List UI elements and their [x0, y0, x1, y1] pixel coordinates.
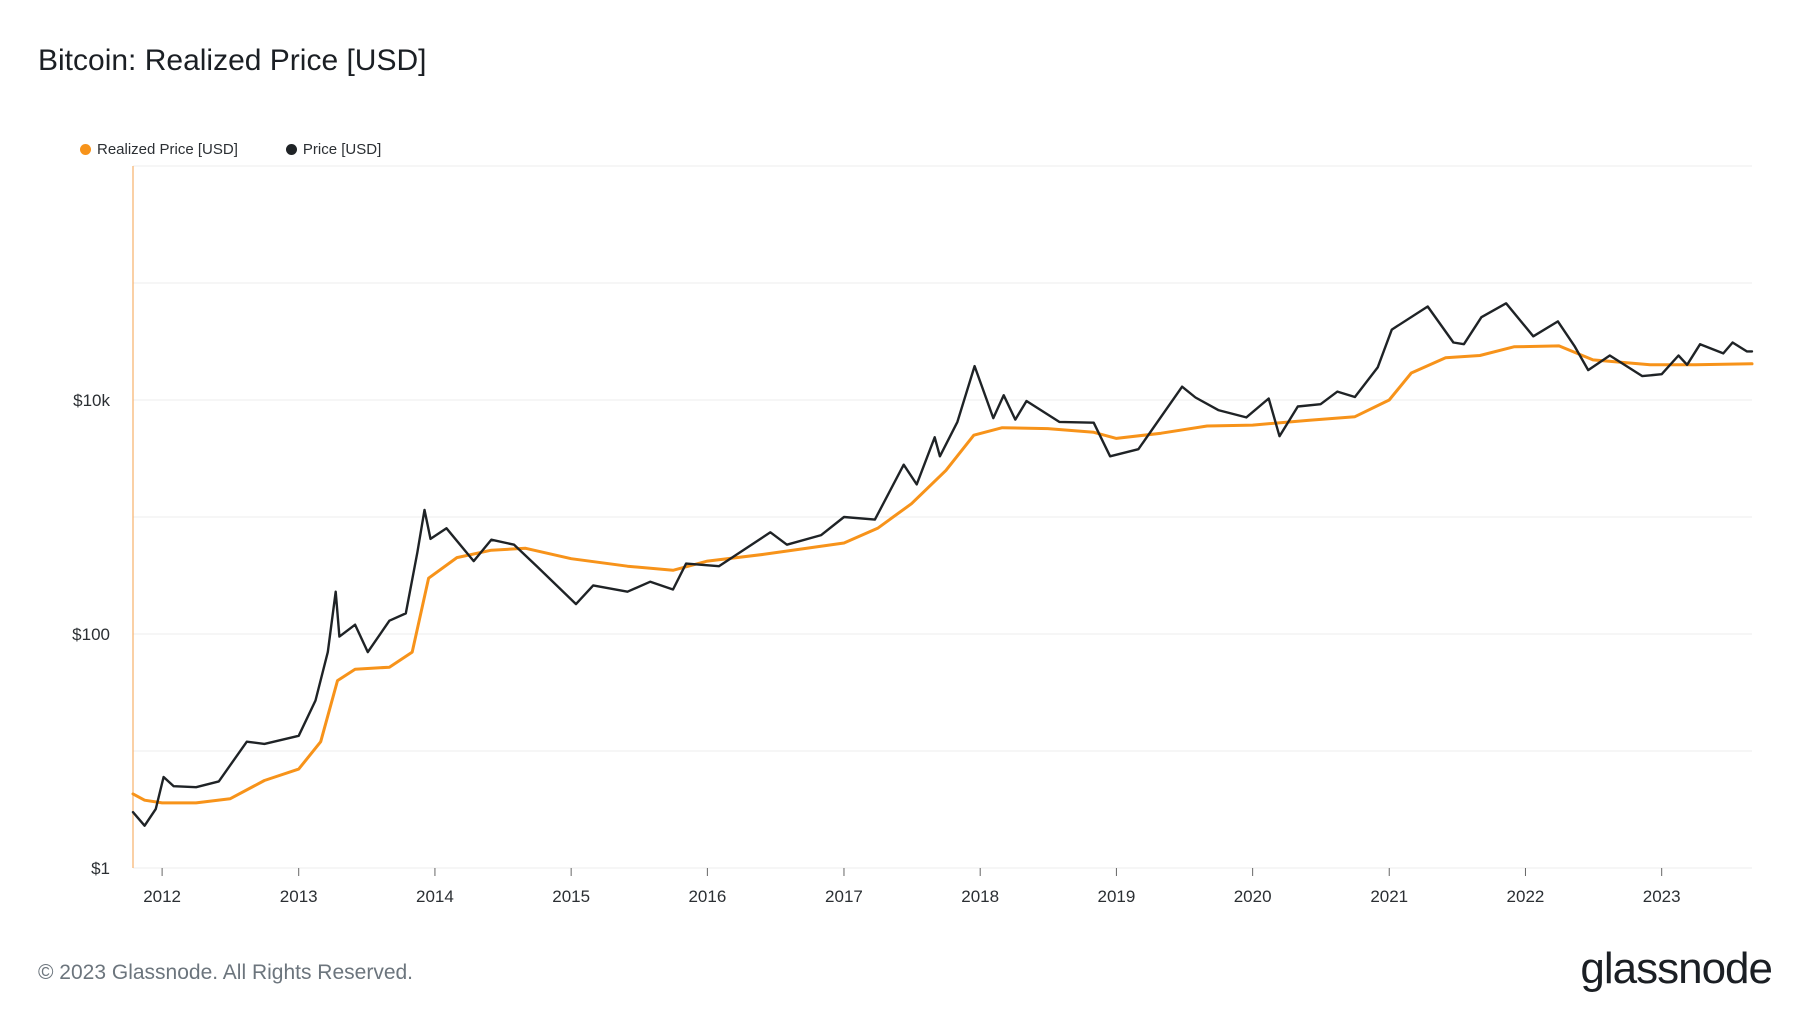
- glassnode-logo: glassnode: [1580, 944, 1773, 993]
- y-tick-label: $1: [91, 859, 110, 878]
- x-tick-label: 2017: [825, 887, 863, 906]
- x-tick-label: 2013: [280, 887, 318, 906]
- x-tick-label: 2012: [143, 887, 181, 906]
- legend-dot-price-icon: [285, 144, 297, 155]
- x-tick-label: 2019: [1098, 887, 1136, 906]
- y-tick-label: $10k: [73, 391, 110, 410]
- copyright-text: © 2023 Glassnode. All Rights Reserved.: [38, 961, 414, 984]
- x-tick-label: 2022: [1507, 887, 1545, 906]
- page-title: Bitcoin: Realized Price [USD]: [38, 44, 427, 77]
- axis-layer: $1 $100 $10k 2012 2013 2014 2015 2016 2017 2018 20…: [72, 166, 1681, 906]
- x-tick-label: 2020: [1234, 887, 1272, 906]
- legend-dot-realized-price-icon: [80, 144, 91, 155]
- chart-legend: Realized Price [USD] Price [USD]: [80, 141, 429, 158]
- x-tick-label: 2014: [416, 887, 454, 906]
- x-tick-label: 2016: [688, 887, 726, 906]
- y-tick-label: $100: [72, 625, 110, 644]
- series-line-realized-price[interactable]: [131, 344, 1754, 805]
- series-layer: [131, 302, 1754, 827]
- legend-item-price[interactable]: Price [USD]: [285, 141, 382, 158]
- x-tick-label: 2023: [1643, 887, 1681, 906]
- grid-layer: [133, 165, 1752, 869]
- x-tick-label: 2021: [1370, 887, 1408, 906]
- legend-label-realized-price: Realized Price [USD]: [97, 141, 238, 158]
- series-line-price[interactable]: [131, 302, 1754, 827]
- x-tick-label: 2018: [961, 887, 999, 906]
- x-tick-label: 2015: [552, 887, 590, 906]
- legend-item-realized-price[interactable]: Realized Price [USD]: [80, 141, 238, 158]
- legend-label-price: Price [USD]: [302, 141, 382, 158]
